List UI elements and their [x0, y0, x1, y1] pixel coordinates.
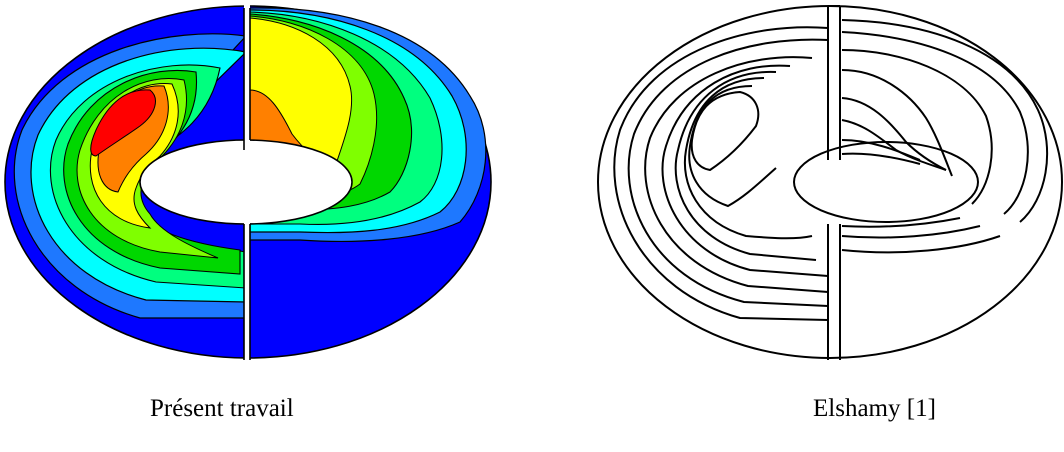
present-work-contour-plot [0, 0, 500, 380]
caption-present-work: Présent travail [150, 395, 294, 422]
band-9 [90, 89, 156, 157]
present-work-contour-svg [4, 0, 492, 374]
elshamy-isotherm-lines [597, 5, 1063, 360]
symmetry-separator-lower [244, 224, 250, 374]
caption-elshamy: Elshamy [1] [813, 395, 936, 422]
left-half-isotherms [4, 5, 246, 359]
symmetry-separator [244, 0, 250, 230]
elshamy-contour-svg [597, 5, 1063, 360]
elshamy-contour-plot [580, 0, 1064, 380]
